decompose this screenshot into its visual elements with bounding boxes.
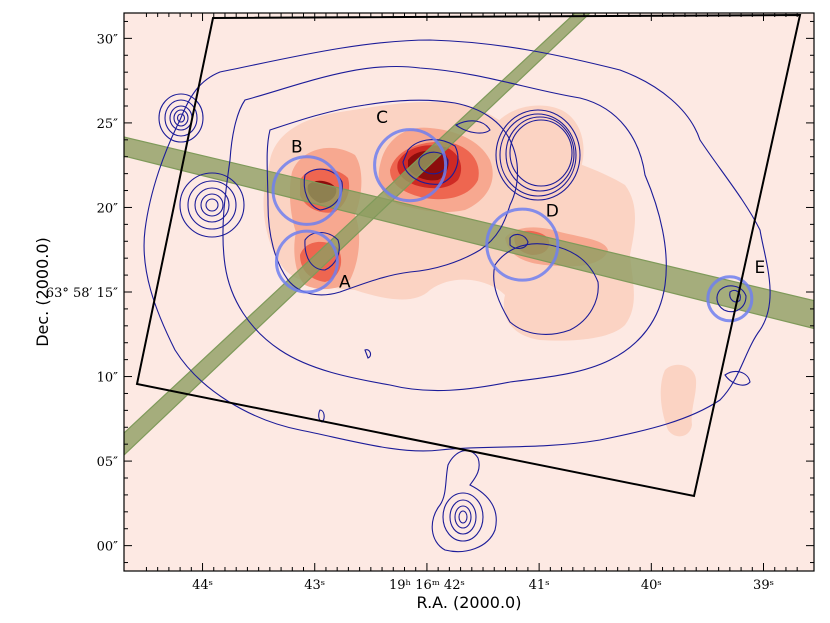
- contour-line: [431, 450, 497, 553]
- ticks: [124, 13, 814, 571]
- contour-line: [499, 113, 577, 197]
- y-tick-label: 10″: [97, 371, 119, 386]
- contour-line: [179, 172, 245, 238]
- source-label-c: C: [376, 108, 388, 128]
- source-circle-d: [485, 207, 560, 282]
- source-labels: A B C D E: [291, 108, 765, 292]
- contour-line: [449, 499, 477, 535]
- contour-line: [509, 233, 529, 249]
- x-tick-label: 41ˢ: [529, 578, 550, 593]
- x-tick-label: 40ˢ: [641, 578, 662, 593]
- y-tick-labels: 30″ 25″ 20″ 63° 58′ 15″ 10″ 05″ 00″: [46, 32, 118, 554]
- field-footprint: [135, 13, 802, 498]
- y-tick-label: 00″: [97, 540, 119, 555]
- y-axis-title: Dec. (2000.0): [33, 237, 52, 347]
- contour-line: [143, 39, 771, 452]
- contour-line: [364, 349, 372, 359]
- contour-line: [194, 187, 230, 223]
- contour-line: [176, 113, 186, 123]
- source-label-d: D: [546, 202, 559, 222]
- contour-line: [205, 198, 219, 212]
- contour-line: [266, 99, 518, 296]
- source-circle-b: [271, 155, 343, 226]
- y-tick-label: 30″: [97, 32, 119, 47]
- x-axis-title: R.A. (2000.0): [417, 593, 522, 612]
- contour-line: [158, 93, 204, 143]
- contour-line: [454, 120, 491, 134]
- source-label-b: B: [291, 138, 303, 158]
- x-tick-label: 44ˢ: [192, 578, 213, 593]
- y-tick-label: 05″: [97, 455, 119, 470]
- contour-line: [187, 180, 237, 230]
- contour-line: [729, 289, 741, 303]
- source-circle-c: [373, 128, 448, 203]
- x-tick-label: 43ˢ: [304, 578, 325, 593]
- slit-long: [124, 136, 814, 330]
- contour-line: [495, 109, 581, 201]
- contour-line: [493, 243, 599, 335]
- contours: [143, 39, 771, 553]
- contour-line: [222, 65, 667, 392]
- source-circle-a: [274, 229, 339, 294]
- contour-line: [303, 168, 343, 211]
- contour-line: [454, 505, 472, 529]
- y-tick-label: 25″: [97, 117, 119, 132]
- contour-line: [458, 510, 468, 524]
- slits: [124, 13, 814, 456]
- contour-line: [716, 285, 747, 313]
- source-label-a: A: [339, 273, 351, 293]
- x-tick-labels: 44ˢ 43ˢ 19ʰ 16ᵐ 42ˢ 41ˢ 40ˢ 39ˢ: [192, 578, 774, 593]
- source-circles: [271, 128, 754, 323]
- x-tick-label: 19ʰ 16ᵐ 42ˢ: [389, 578, 465, 593]
- contour-line: [402, 139, 459, 185]
- contour-line: [164, 99, 198, 137]
- contour-line: [200, 193, 224, 217]
- contour-line: [724, 370, 751, 386]
- contour-line: [173, 109, 189, 127]
- contour-line: [442, 492, 484, 542]
- y-tick-label: 63° 58′ 15″: [46, 286, 118, 301]
- contour-line: [505, 116, 575, 192]
- x-tick-label: 39ˢ: [753, 578, 774, 593]
- y-tick-label: 20″: [97, 201, 119, 216]
- source-label-e: E: [754, 258, 765, 278]
- heat-region: [660, 364, 697, 437]
- source-circle-e: [706, 275, 754, 323]
- contour-line: [509, 119, 573, 187]
- contour-line: [418, 151, 449, 175]
- slit-diagonal: [124, 13, 591, 456]
- heat-region: [492, 105, 584, 187]
